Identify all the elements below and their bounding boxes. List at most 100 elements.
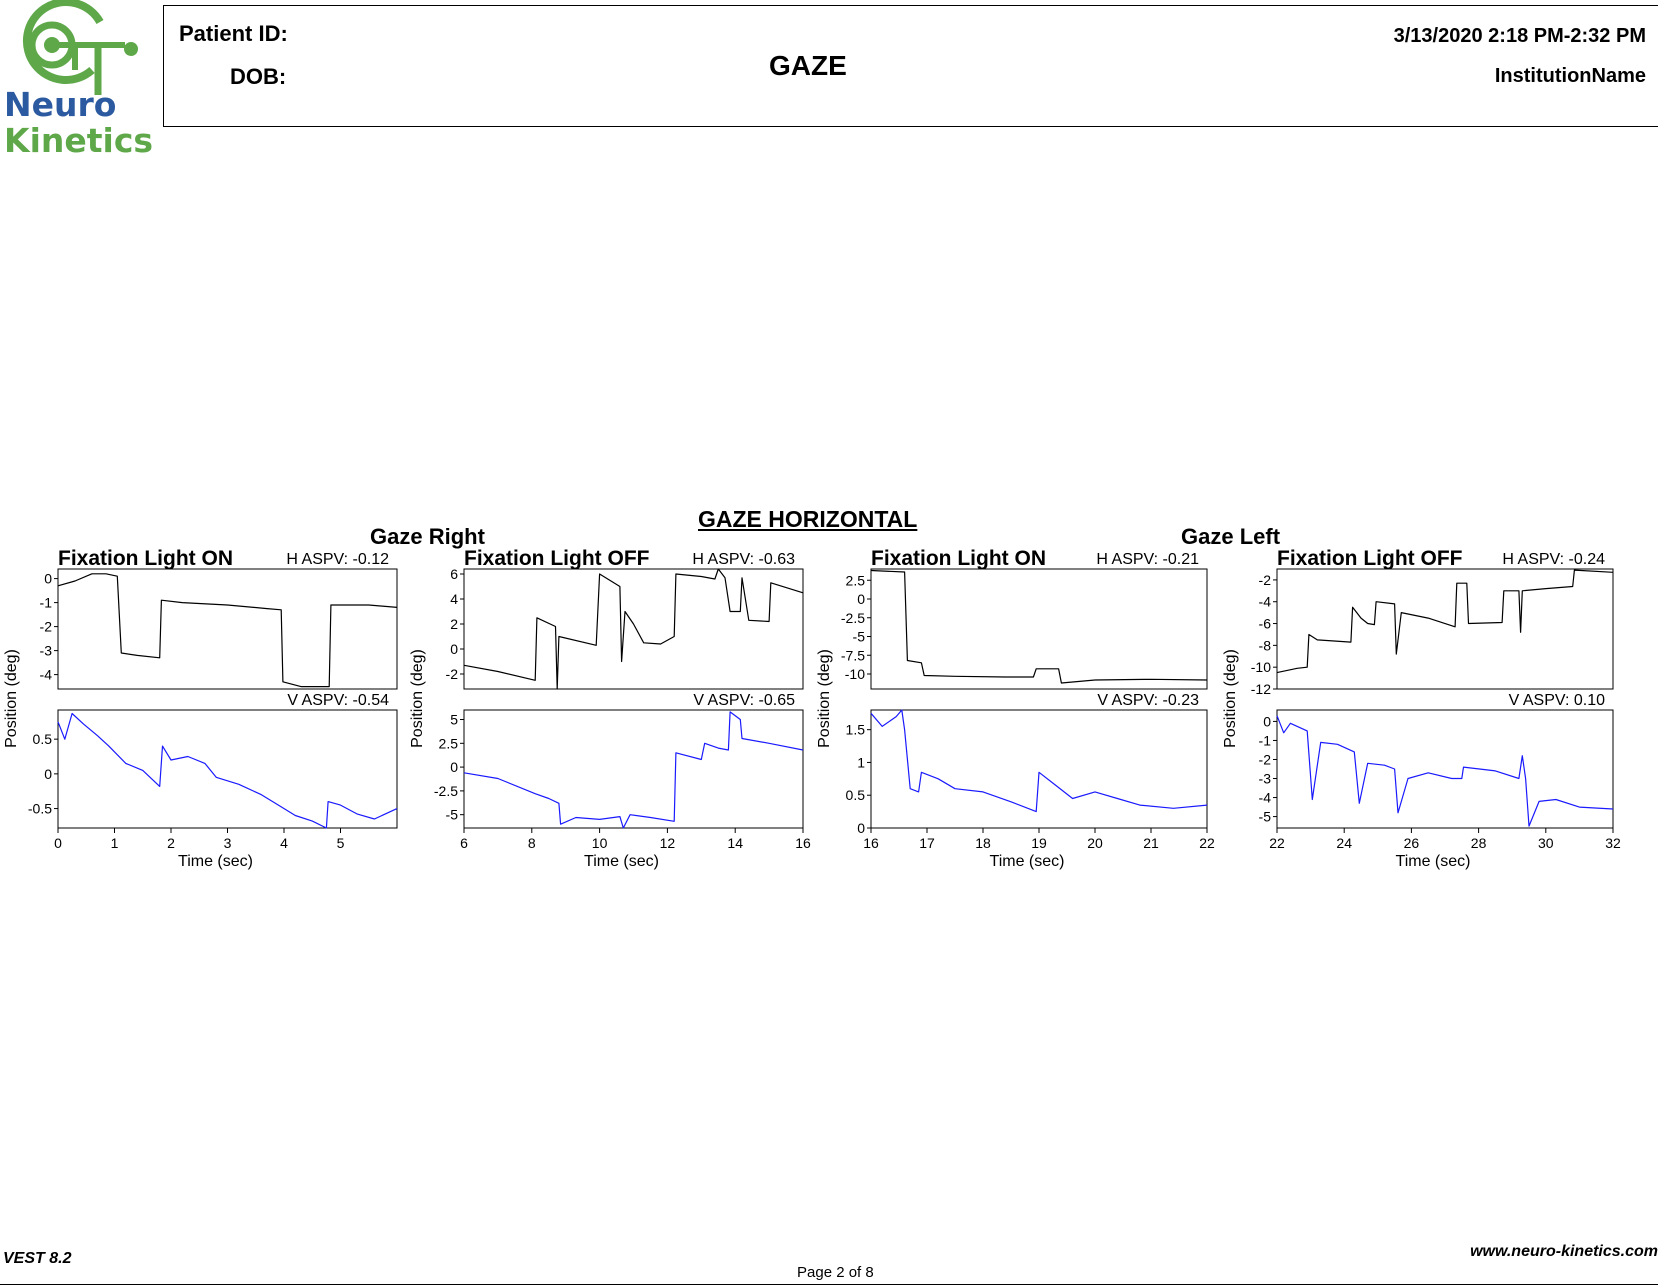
horizontal-plot-frame (57, 568, 398, 690)
y-tick-label: 0 (450, 759, 458, 775)
vertical-subplot: V ASPV: 0.10 0 -1 -2 -3 -4 -5 (1259, 692, 1614, 829)
x-tick-label: 21 (1143, 835, 1159, 851)
y-tick-label: -8 (1259, 637, 1272, 653)
y-tick-label: -4 (1259, 594, 1272, 610)
y-tick-label: 0 (44, 571, 52, 587)
x-tick-label: 16 (795, 835, 811, 851)
software-version: VEST 8.2 (3, 1250, 72, 1267)
logo-text-neuro: Neuro (4, 85, 117, 124)
x-tick-label: 22 (1269, 835, 1285, 851)
y-tick-label: -2 (1259, 751, 1272, 767)
x-tick-label: 17 (919, 835, 935, 851)
horizontal-plot-frame (870, 568, 1208, 690)
y-tick-label: 6 (450, 566, 458, 582)
y-tick-label: 2.5 (439, 735, 459, 751)
horizontal-subplot: H ASPV: -0.63 6 4 2 0 -2 (446, 551, 804, 690)
panel-title: Fixation Light OFF (1277, 547, 1463, 570)
date-range: 3/13/2020 2:18 PM-2:32 PM (1393, 25, 1646, 47)
h-aspv-label: H ASPV: -0.21 (1096, 551, 1199, 568)
y-tick-label: 0.5 (33, 731, 53, 747)
y-tick-label: -3 (40, 643, 53, 659)
vertical-plot-frame (57, 709, 398, 829)
x-tick-label: 24 (1336, 835, 1352, 851)
y-tick-label: -2.5 (841, 610, 865, 626)
y-tick-label: 0 (1263, 713, 1271, 729)
section-title: GAZE HORIZONTAL (698, 506, 918, 532)
horizontal-subplot: H ASPV: -0.12 0 -1 -2 -3 -4 (40, 551, 398, 690)
vertical-subplot: V ASPV: -0.54 0.5 0 -0.5 (28, 692, 398, 829)
footer-rule (0, 1284, 1658, 1285)
vertical-subplot: V ASPV: -0.65 5 2.5 0 -2.5 -5 (434, 692, 804, 829)
x-tick-label: 0 (54, 835, 62, 851)
x-tick-label: 4 (280, 835, 288, 851)
x-tick-label: 19 (1031, 835, 1047, 851)
dob-label: DOB: (230, 64, 287, 89)
y-tick-label: -4 (1259, 790, 1272, 806)
y-tick-label: 0 (44, 766, 52, 782)
v-aspv-label: V ASPV: 0.10 (1509, 692, 1605, 709)
y-tick-label: 1.5 (846, 722, 866, 738)
vertical-subplot: V ASPV: -0.23 1.5 1 0.5 0 (846, 692, 1208, 836)
y-tick-label: 0 (857, 820, 865, 836)
y-tick-label: 5 (450, 712, 458, 728)
institution-name: InstitutionName (1494, 65, 1646, 87)
panel-title: Fixation Light ON (58, 547, 233, 570)
y-tick-label: 4 (450, 591, 458, 607)
x-tick-label: 14 (727, 835, 743, 851)
y-tick-label: -5 (853, 629, 866, 645)
x-tick-label: 2 (167, 835, 175, 851)
chart-panel-3: Fixation Light ON Position (deg) H ASPV: -… (816, 547, 1215, 870)
chart-panel-1: Fixation Light ON Position (deg) H ASPV: -… (3, 547, 398, 870)
vertical-trace (870, 709, 1208, 813)
y-axis-label: Position (deg) (3, 649, 20, 748)
x-tick-label: 28 (1471, 835, 1487, 851)
horizontal-subplot: H ASPV: -0.24 -2 -4 -6 -8 -10 -12 (1251, 551, 1614, 697)
group-title-gaze-right: Gaze Right (370, 524, 485, 549)
x-tick-label: 6 (460, 835, 468, 851)
logo-text-kinetics: Kinetics (4, 121, 154, 160)
y-tick-label: -2 (446, 666, 459, 682)
y-tick-label: -10 (845, 666, 865, 682)
y-tick-label: -10 (1251, 659, 1271, 675)
x-tick-label: 20 (1087, 835, 1103, 851)
v-aspv-label: V ASPV: -0.23 (1097, 692, 1199, 709)
horizontal-trace (870, 569, 1208, 684)
vertical-trace (1276, 715, 1614, 827)
horizontal-plot-frame (463, 568, 804, 690)
x-tick-label: 10 (592, 835, 608, 851)
y-tick-label: -4 (40, 667, 53, 683)
x-tick-label: 22 (1199, 835, 1215, 851)
horizontal-trace (1276, 569, 1614, 674)
group-title-gaze-left: Gaze Left (1181, 524, 1281, 549)
neuro-kinetics-logo: Neuro Kinetics (0, 0, 154, 160)
y-tick-label: -2 (1259, 572, 1272, 588)
y-tick-label: -0.5 (28, 801, 52, 817)
x-tick-label: 12 (660, 835, 676, 851)
horizontal-plot-frame (1276, 568, 1614, 690)
x-axis-label: Time (sec) (990, 853, 1065, 870)
y-tick-label: -3 (1259, 771, 1272, 787)
x-axis-label: Time (sec) (1396, 853, 1471, 870)
y-tick-label: 2.5 (846, 572, 866, 588)
x-tick-label: 18 (975, 835, 991, 851)
horizontal-trace (463, 568, 804, 690)
vertical-plot-frame (870, 709, 1208, 829)
h-aspv-label: H ASPV: -0.63 (692, 551, 795, 568)
y-tick-label: -1 (1259, 732, 1272, 748)
v-aspv-label: V ASPV: -0.54 (287, 692, 389, 709)
y-tick-label: 0 (450, 641, 458, 657)
x-tick-label: 16 (863, 835, 879, 851)
vertical-plot-frame (1276, 709, 1614, 829)
horizontal-trace (57, 573, 398, 688)
logo-icon (22, 0, 138, 95)
y-axis-label: Position (deg) (816, 649, 833, 748)
x-tick-label: 32 (1605, 835, 1621, 851)
vertical-trace (57, 712, 398, 829)
x-tick-label: 3 (224, 835, 232, 851)
y-tick-label: -5 (446, 807, 459, 823)
y-tick-label: -12 (1251, 681, 1271, 697)
x-tick-label: 26 (1404, 835, 1420, 851)
x-tick-label: 1 (111, 835, 119, 851)
website-url: www.neuro-kinetics.com (1470, 1243, 1658, 1260)
